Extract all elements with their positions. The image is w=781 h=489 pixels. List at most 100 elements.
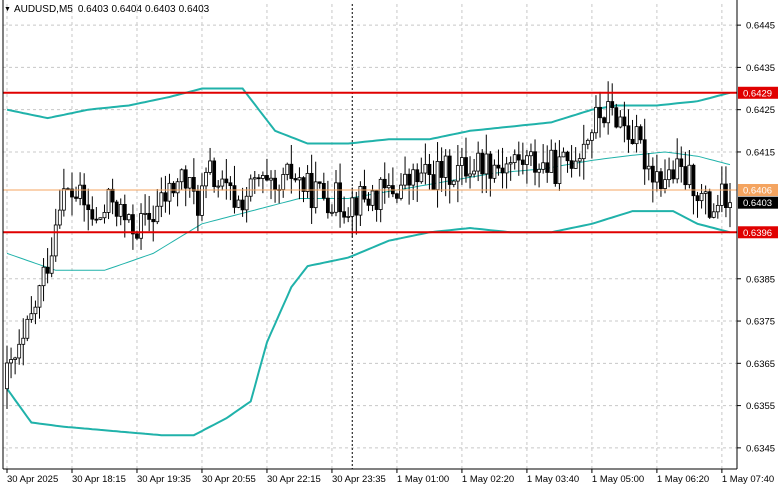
high-value: 0.6404 (111, 4, 143, 15)
candle-body (281, 174, 286, 190)
candle-body (545, 162, 550, 173)
candle-body (711, 211, 716, 218)
candle-body (614, 107, 619, 128)
candle-body (468, 173, 472, 177)
candle-body (378, 178, 383, 210)
candle-body (41, 266, 46, 287)
candle-body (98, 217, 103, 220)
horizontal-levels[interactable] (3, 91, 737, 234)
candle-body (204, 172, 208, 187)
candle-body (439, 160, 444, 178)
candle-body (480, 152, 485, 175)
candle-body (663, 179, 667, 189)
candle-body (577, 158, 582, 162)
candle-body (82, 184, 87, 206)
price-tick-label: 0.6365 (746, 359, 775, 370)
time-tick-label: 30 Apr 2025 (7, 474, 58, 485)
candle-body (403, 173, 407, 186)
candle-body (585, 139, 590, 145)
candle-body (33, 306, 38, 315)
candle-body (49, 255, 54, 274)
candle-body (472, 170, 477, 175)
symbol-info-bar: ▼ AUDUSD,M5 0.6403 0.6404 0.6403 0.6403 (4, 4, 209, 15)
candle-body (565, 151, 570, 162)
candle-body (196, 190, 200, 216)
candle-body (191, 177, 196, 192)
candle-body (346, 215, 351, 218)
time-tick-label: 1 May 07:40 (722, 474, 774, 485)
candle-body (301, 177, 306, 192)
candle-body (228, 182, 233, 187)
candle-body (537, 168, 541, 173)
candle-body (362, 186, 367, 200)
candle-body (5, 362, 9, 390)
candle-body (411, 169, 416, 186)
candle-body (212, 160, 217, 188)
candle-body (691, 164, 696, 197)
candle-body (569, 160, 574, 169)
price-tick-label: 0.6355 (746, 401, 775, 412)
candle-body (53, 224, 58, 257)
candle-body (171, 182, 176, 194)
candle-body (671, 169, 676, 180)
candle-body (435, 160, 440, 190)
candle-body (143, 212, 148, 215)
candle-body (265, 175, 269, 181)
candle-body (606, 101, 611, 124)
candle-body (679, 158, 684, 167)
close-value: 0.6403 (178, 4, 210, 15)
candle-body (699, 193, 704, 202)
candle-body (74, 196, 78, 199)
candle-body (516, 154, 521, 161)
triangle-down-icon[interactable]: ▼ (4, 6, 11, 13)
candle-body (508, 162, 513, 165)
candle-body (297, 177, 302, 181)
time-axis-labels: 30 Apr 2025 30 Apr 18:15 30 Apr 19:35 30 Ap… (6, 469, 774, 485)
resistance-badge (738, 86, 778, 99)
candle-body (90, 209, 95, 220)
candle-body (37, 285, 42, 308)
candle-body (317, 181, 322, 184)
candle-body (70, 188, 74, 198)
candle-body (25, 318, 30, 339)
candle-body (419, 172, 424, 183)
candle-body (557, 156, 562, 184)
price-tick-label: 0.6385 (746, 274, 775, 285)
candle-body (167, 182, 172, 202)
candle-body (183, 169, 188, 189)
candle-body (260, 175, 265, 179)
candle-body (496, 164, 501, 169)
candle-body (122, 203, 127, 221)
price-tick-label: 0.6435 (746, 63, 775, 74)
candle-body (455, 165, 460, 182)
candle-body (427, 163, 432, 175)
time-tick-label: 1 May 05:00 (592, 474, 644, 485)
candle-body (102, 212, 107, 219)
candle-body (139, 213, 143, 239)
price-tick-label: 0.6425 (746, 105, 775, 116)
candle-body (179, 169, 184, 183)
axes (2, 0, 738, 470)
candle-body (646, 165, 651, 170)
candle-body (382, 178, 387, 189)
candle-body (61, 188, 66, 211)
candle-body (330, 211, 334, 214)
candle-body (476, 152, 481, 172)
candle-body (94, 218, 99, 221)
candle-body (131, 214, 135, 235)
candle-body (724, 183, 728, 209)
time-tick-label: 30 Apr 19:35 (137, 474, 191, 485)
candle-body (313, 181, 318, 209)
candle-body (610, 101, 615, 109)
candle-body (626, 125, 631, 140)
time-tick-label: 1 May 02:20 (462, 474, 514, 485)
candle-body (338, 182, 342, 213)
candles (5, 81, 732, 409)
price-tick-label: 0.6445 (746, 21, 775, 32)
candle-body (374, 190, 379, 210)
candle-body (512, 154, 517, 163)
price-tick-label: 0.6375 (746, 317, 775, 328)
candle-body (504, 163, 509, 174)
